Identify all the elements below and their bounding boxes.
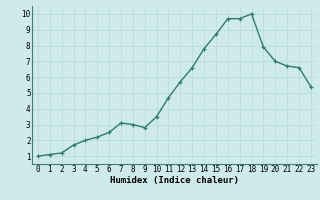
X-axis label: Humidex (Indice chaleur): Humidex (Indice chaleur) [110,176,239,185]
